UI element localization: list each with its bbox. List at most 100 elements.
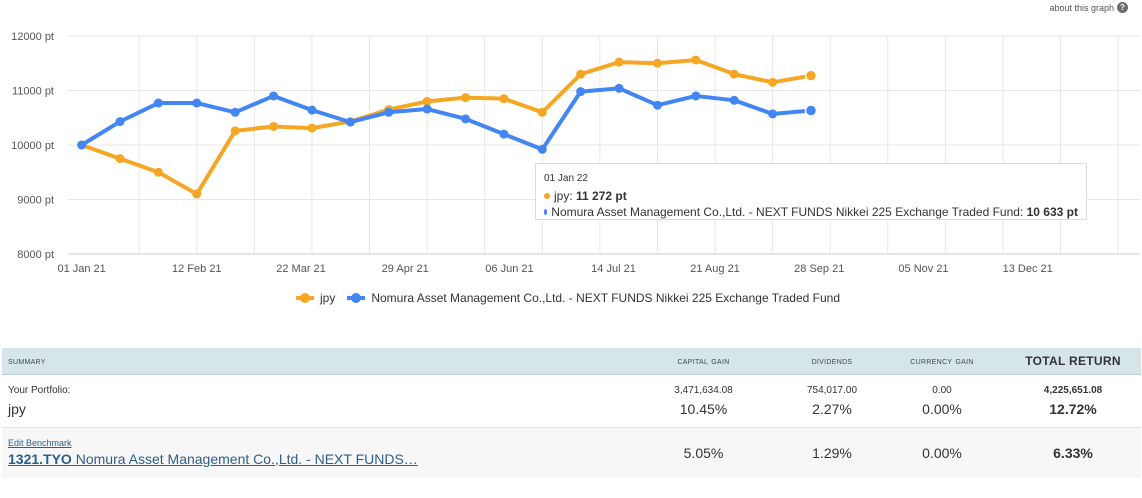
tooltip-date: 01 Jan 22 <box>544 173 588 184</box>
benchmark-name: Nomura Asset Management Co.,Ltd. - NEXT … <box>75 450 418 467</box>
data-point <box>192 98 202 108</box>
portfolio-total-return: 4,225,651.08 12.72% <box>1005 374 1141 428</box>
data-point <box>307 123 317 133</box>
data-point <box>153 98 163 108</box>
data-point <box>729 69 739 79</box>
series-line-0 <box>79 57 814 197</box>
portfolio-currency-gain: 0.00 0.00% <box>879 374 1005 428</box>
data-point <box>614 57 624 67</box>
about-graph-label: about this graph <box>1049 2 1114 13</box>
data-point <box>269 91 279 101</box>
benchmark-capital-gain: 5.05% <box>622 427 785 478</box>
benchmark-ticker: 1321.TYO <box>8 450 72 467</box>
data-point <box>153 167 163 177</box>
tooltip-row-jpy: jpy: 11 272 pt <box>544 189 1078 203</box>
portfolio-label: Your Portfolio: <box>8 385 71 396</box>
legend-line-icon <box>296 293 314 303</box>
x-tick-label: 12 Feb 21 <box>172 263 222 275</box>
header-currency-gain: Currency gain <box>879 348 1005 375</box>
data-point <box>804 69 818 82</box>
portfolio-row: Your Portfolio: jpy 3,471,634.08 10.45% … <box>2 374 1141 428</box>
tooltip-dot-icon <box>544 193 550 199</box>
header-capital-gain: Capital gain <box>622 348 785 375</box>
legend-item-benchmark[interactable]: Nomura Asset Management Co.,Ltd. - NEXT … <box>347 291 840 305</box>
data-point <box>115 154 125 164</box>
legend-label: jpy <box>320 291 336 305</box>
data-point <box>537 107 547 117</box>
y-tick-label: 9000 pt <box>17 195 54 207</box>
data-point <box>499 129 509 139</box>
data-point <box>345 117 355 127</box>
data-point <box>422 96 432 106</box>
tooltip-value: 11 272 pt <box>576 189 627 203</box>
tooltip-dot-icon <box>544 209 548 215</box>
header-total-return: TOTAL RETURN <box>1005 348 1141 375</box>
portfolio-name: jpy <box>8 401 26 417</box>
data-point <box>115 117 125 127</box>
x-tick-label: 13 Dec 21 <box>1003 263 1053 275</box>
data-point <box>192 189 202 199</box>
x-tick-label: 05 Nov 21 <box>898 263 948 275</box>
chart-series <box>77 55 818 199</box>
y-tick-label: 10000 pt <box>11 140 54 152</box>
tooltip-label: jpy <box>554 189 570 203</box>
data-point <box>691 55 701 65</box>
summary-header-row: Summary Capital gain Dividends Currency … <box>2 348 1141 375</box>
x-tick-label: 06 Jun 21 <box>485 263 533 275</box>
help-icon: ? <box>1117 2 1128 13</box>
benchmark-link[interactable]: 1321.TYO Nomura Asset Management Co.,Ltd… <box>8 451 418 467</box>
data-point <box>269 121 279 131</box>
tooltip-value: 10 633 pt <box>1026 205 1078 219</box>
data-point <box>422 104 432 114</box>
x-tick-label: 14 Jul 21 <box>591 263 636 275</box>
header-summary: Summary <box>2 348 622 375</box>
x-tick-label: 29 Apr 21 <box>382 263 429 275</box>
performance-chart: 8000 pt 9000 pt 10000 pt 11000 pt 12000 pt 0… <box>11 31 1140 275</box>
data-point <box>461 93 471 103</box>
summary-table: Summary Capital gain Dividends Currency … <box>2 348 1141 478</box>
data-point <box>307 105 317 115</box>
benchmark-cell: Edit Benchmark 1321.TYO Nomura Asset Man… <box>2 427 622 478</box>
benchmark-row: Edit Benchmark 1321.TYO Nomura Asset Man… <box>2 427 1141 478</box>
data-point <box>576 69 586 79</box>
data-point <box>768 77 778 87</box>
chart-legend: jpy Nomura Asset Management Co.,Ltd. - N… <box>296 291 852 305</box>
data-point <box>461 114 471 124</box>
legend-line-icon <box>347 293 366 303</box>
data-point <box>230 126 240 136</box>
chart-tooltip: 01 Jan 22 jpy: 11 272 pt Nomura Asset Ma… <box>535 163 1087 220</box>
benchmark-currency-gain: 0.00% <box>879 427 1005 478</box>
series-line-1 <box>79 86 814 152</box>
data-point <box>768 109 778 119</box>
data-point <box>576 87 586 97</box>
x-axis-ticks: 01 Jan 21 12 Feb 21 22 Mar 21 29 Apr 21 06 J… <box>57 263 1052 275</box>
data-point <box>729 95 739 105</box>
legend-item-jpy[interactable]: jpy <box>296 291 335 305</box>
x-tick-label: 28 Sep 21 <box>794 263 844 275</box>
y-tick-label: 12000 pt <box>11 31 54 43</box>
data-point <box>691 91 701 101</box>
data-point <box>230 107 240 117</box>
tooltip-label: Nomura Asset Management Co.,Ltd. - NEXT … <box>551 205 1020 219</box>
benchmark-total-return: 6.33% <box>1005 427 1141 478</box>
x-tick-label: 01 Jan 21 <box>57 263 105 275</box>
y-tick-label: 11000 pt <box>12 86 54 98</box>
data-point <box>499 94 509 104</box>
edit-benchmark-link[interactable]: Edit Benchmark <box>8 437 72 448</box>
x-tick-label: 22 Mar 21 <box>276 263 326 275</box>
y-axis-ticks: 8000 pt 9000 pt 10000 pt 11000 pt 12000 pt <box>11 31 54 261</box>
data-point <box>652 100 662 110</box>
x-tick-label: 21 Aug 21 <box>690 263 740 275</box>
data-point <box>77 140 87 150</box>
header-dividends: Dividends <box>785 348 879 375</box>
data-point <box>537 144 547 154</box>
data-point <box>652 58 662 68</box>
y-tick-label: 8000 pt <box>17 249 54 261</box>
portfolio-cell: Your Portfolio: jpy <box>2 374 622 428</box>
portfolio-dividends: 754,017.00 2.27% <box>785 374 879 428</box>
benchmark-dividends: 1.29% <box>785 427 879 478</box>
data-point <box>614 83 624 93</box>
tooltip-row-benchmark: Nomura Asset Management Co.,Ltd. - NEXT … <box>544 205 1078 219</box>
legend-label: Nomura Asset Management Co.,Ltd. - NEXT … <box>371 291 841 305</box>
about-graph-link[interactable]: about this graph ? <box>1049 2 1128 13</box>
